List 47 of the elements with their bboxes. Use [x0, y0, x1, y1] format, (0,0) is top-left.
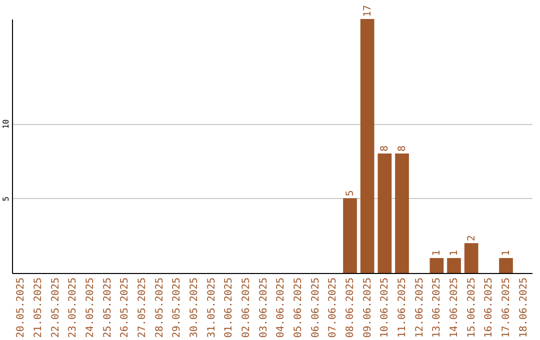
x-tick-label: 24.05.2025 — [85, 278, 96, 338]
x-tick-label: 12.06.2025 — [414, 278, 426, 338]
bar — [378, 153, 392, 273]
x-tick-label: 22.05.2025 — [50, 278, 62, 338]
x-tick-label: 28.05.2025 — [154, 278, 166, 338]
bar — [360, 19, 374, 273]
data-label: 17 — [362, 4, 374, 17]
x-tick-label: 01.06.2025 — [224, 278, 235, 338]
x-tick-label: 29.05.2025 — [172, 278, 183, 338]
x-tick-label: 11.06.2025 — [397, 278, 408, 338]
bar — [499, 258, 513, 273]
x-tick-label: 20.05.2025 — [16, 278, 27, 338]
data-label: 8 — [397, 145, 408, 152]
x-tick-label: 18.06.2025 — [518, 278, 530, 338]
x-tick-label: 16.06.2025 — [484, 278, 495, 338]
x-tick-label: 10.06.2025 — [380, 278, 391, 338]
x-tick-label: 14.06.2025 — [449, 278, 460, 338]
x-tick-label: 13.06.2025 — [432, 278, 443, 338]
x-tick-label: 08.06.2025 — [345, 278, 356, 338]
x-tick-label: 27.05.2025 — [137, 278, 148, 338]
bar — [447, 258, 461, 273]
x-tick-label: 23.05.2025 — [68, 278, 79, 338]
x-tick-label: 17.06.2025 — [501, 278, 512, 338]
bar — [395, 153, 409, 273]
x-tick-label: 21.05.2025 — [33, 278, 44, 338]
data-label: 5 — [345, 190, 356, 196]
y-tick-label: 10 — [2, 119, 10, 129]
x-tick-label: 15.06.2025 — [466, 278, 478, 338]
data-label: 2 — [466, 235, 478, 242]
bar — [430, 258, 444, 273]
x-tick-label: 03.06.2025 — [258, 278, 270, 338]
x-tick-label: 05.06.2025 — [293, 278, 304, 338]
bar — [343, 198, 357, 273]
x-tick-label: 06.06.2025 — [310, 278, 322, 338]
data-label: 1 — [501, 250, 512, 256]
x-tick-label: 26.05.2025 — [120, 278, 131, 338]
x-tick-label: 31.05.2025 — [206, 278, 218, 338]
x-tick-label: 30.05.2025 — [189, 278, 200, 338]
x-tick-label: 25.05.2025 — [102, 278, 114, 338]
data-label: 8 — [380, 145, 391, 152]
x-tick-label: 04.06.2025 — [276, 278, 287, 338]
data-label: 1 — [432, 250, 443, 256]
bar — [464, 243, 478, 273]
x-tick-label: 09.06.2025 — [362, 278, 374, 338]
data-label: 1 — [449, 250, 460, 256]
x-tick-label: 07.06.2025 — [328, 278, 339, 338]
x-tick-label: 02.06.2025 — [241, 278, 252, 338]
